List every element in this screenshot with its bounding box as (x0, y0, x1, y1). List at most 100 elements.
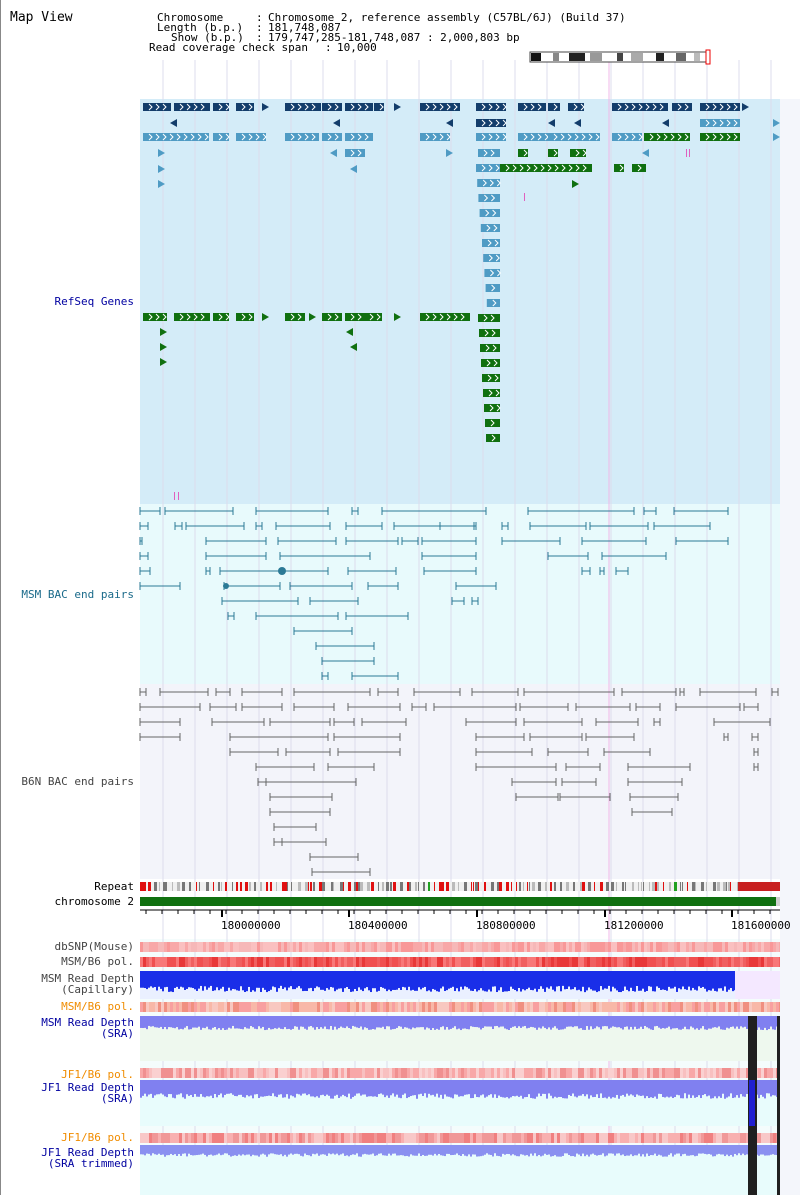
msm-pol2-density (767, 1002, 770, 1012)
show-value: 179,747,285-181,748,087 : 2,000,803 bp (268, 31, 520, 44)
msm-pol-density (251, 957, 254, 967)
jf1-pol-density (218, 1068, 221, 1078)
jf1-pol-density (593, 1068, 596, 1078)
msm-pol-density (311, 957, 314, 967)
jf1-pol2-density (446, 1133, 449, 1143)
jf1-pol-density (470, 1068, 473, 1078)
dbsnp-track-label: dbSNP(Mouse) (54, 940, 134, 953)
gene-strand-arrow (533, 164, 538, 172)
gene-feature (143, 133, 209, 141)
gene-strand-arrow (670, 133, 675, 141)
snp-marker (524, 193, 525, 201)
dbsnp-density (548, 942, 551, 952)
jf1-depth-sra (402, 1080, 404, 1095)
msm-pol-density (182, 957, 185, 967)
msm-pol2-density (449, 1002, 452, 1012)
msm-depth-capillary (530, 971, 532, 990)
msm-pol-density (401, 957, 404, 967)
msm-pol-density (554, 957, 557, 967)
jf1-pol2-density (728, 1133, 731, 1143)
msm-depth-capillary (672, 971, 674, 989)
msm-depth-sra (696, 1016, 698, 1029)
msm-pol2-density (455, 1002, 458, 1012)
repeat-element (249, 882, 251, 891)
jf1-pol2-density (374, 1133, 377, 1143)
msm-depth-capillary (298, 971, 300, 987)
jf1-pol2-density (212, 1133, 215, 1143)
msm-depth-capillary (560, 971, 562, 992)
jf1-depth-sra (590, 1080, 592, 1096)
msm-pol2-density (590, 1002, 593, 1012)
msm-depth-capillary (354, 971, 356, 989)
msm-pol2-density (344, 1002, 347, 1012)
jf1-depth-trimmed (200, 1145, 202, 1155)
jf1-pol-density (527, 1068, 530, 1078)
msm-pol2-density (401, 1002, 404, 1012)
jf1-pol2-density (224, 1133, 227, 1143)
jf1-depth-sra (434, 1080, 436, 1097)
gene-feature (486, 434, 500, 442)
msm-pol2-density (314, 1002, 317, 1012)
msm-depth-sra (196, 1016, 198, 1028)
gene-strand-arrow (537, 133, 542, 141)
msm-pol-density (686, 957, 689, 967)
jf1-pol2-density (296, 1133, 299, 1143)
msm-depth-sra (260, 1016, 262, 1029)
jf1-depth-trimmed (692, 1145, 694, 1156)
jf1-depth-trimmed (288, 1145, 290, 1155)
msm-depth-capillary (250, 971, 252, 992)
gene-feature (612, 133, 642, 141)
gene-strand-arrow (350, 103, 355, 111)
dbsnp-density (644, 942, 647, 952)
repeat-element (475, 882, 478, 891)
msm-depth-capillary (598, 971, 600, 992)
repeat-element (523, 882, 524, 891)
dbsnp-density (503, 942, 506, 952)
msm-depth-capillary (654, 971, 656, 992)
dbsnp-density (623, 942, 626, 952)
msm-depth-sra (320, 1016, 322, 1028)
msm-pol2-density (305, 1002, 308, 1012)
gene-strand-arrow (193, 103, 198, 111)
dbsnp-density (452, 942, 455, 952)
jf1-depth-sra (480, 1080, 482, 1096)
msm-pol-density (224, 957, 227, 967)
gene-strand-arrow (684, 103, 689, 111)
jf1-depth-sra (532, 1080, 534, 1099)
msm-depth-capillary (658, 971, 660, 988)
jf1-pol-density (482, 1068, 485, 1078)
gene-feature (484, 269, 500, 277)
msm-depth-capillary (616, 971, 618, 991)
gene-feature (476, 164, 500, 172)
jf1-depth-sra (308, 1080, 310, 1095)
gene-strand-arrow (553, 103, 558, 111)
msm-depth-capillary (562, 971, 564, 986)
jf1-depth-trimmed (726, 1145, 728, 1155)
msm-pol-density (683, 957, 686, 967)
jf1-depth-sra (730, 1080, 732, 1094)
gene-feature (700, 133, 740, 141)
jf1-depth-sra (580, 1080, 582, 1096)
dbsnp-density (335, 942, 338, 952)
jf1-pol-density (638, 1068, 641, 1078)
dbsnp-density (158, 942, 161, 952)
jf1-pol-density (473, 1068, 476, 1078)
jf1-depth-sra (430, 1080, 432, 1096)
jf1-depth-trimmed (346, 1145, 348, 1156)
msm-pol-density (191, 957, 194, 967)
msm-pol2-density (599, 1002, 602, 1012)
msm-pol2-density (506, 1002, 509, 1012)
msm-depth-sra (462, 1016, 464, 1029)
repeat-element (177, 882, 180, 891)
msm-depth-sra (310, 1016, 312, 1027)
dbsnp-density (599, 942, 602, 952)
msm-depth-capillary (712, 971, 714, 989)
msm-depth-sra (502, 1016, 504, 1027)
ideogram-band (694, 53, 700, 61)
jf1-pol-density (272, 1068, 275, 1078)
dbsnp-density (143, 942, 146, 952)
msm-pol-density (440, 957, 443, 967)
repeat-element (452, 882, 455, 891)
jf1-depth-sra (234, 1080, 236, 1097)
